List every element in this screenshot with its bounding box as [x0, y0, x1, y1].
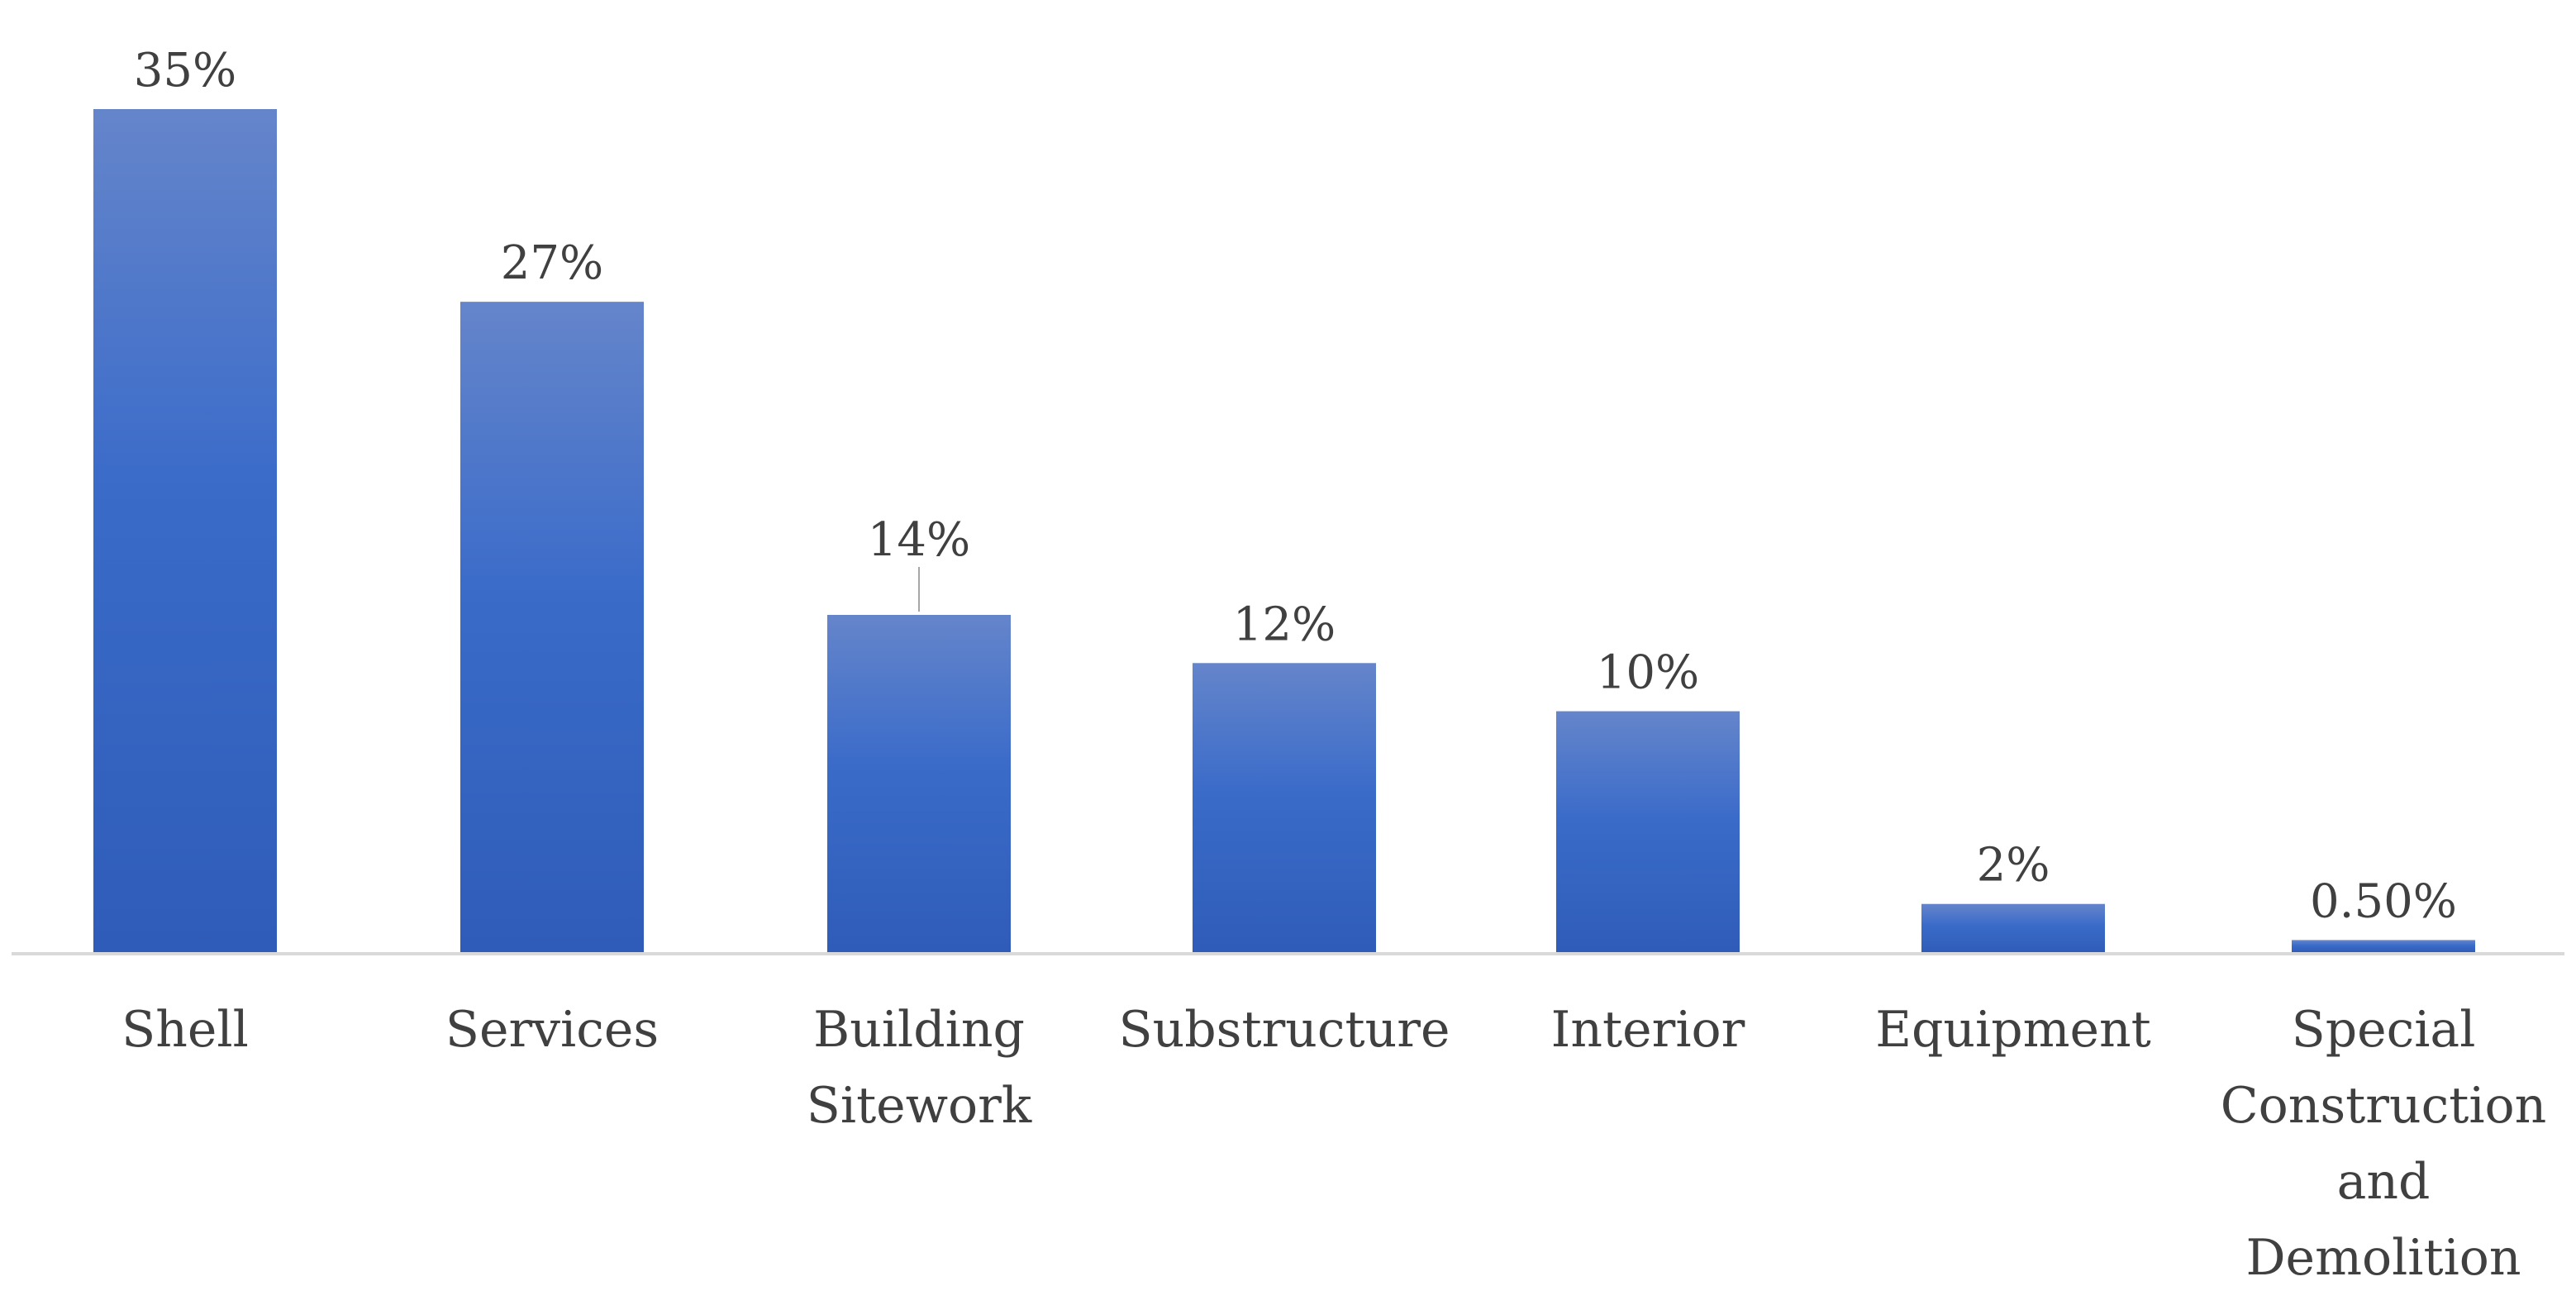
x-tick-label-line: and [2337, 1153, 2431, 1211]
x-tick-label-line: Equipment [1875, 1001, 2151, 1059]
x-tick-label-building-sitework: Building Sitework [807, 1001, 1032, 1135]
x-tick-label-line: Building [813, 1001, 1025, 1059]
data-label-services: 27% [501, 236, 603, 290]
data-label-special-construction-and-demolition: 0.50% [2310, 874, 2457, 928]
bar-special-construction-and-demolition [2292, 940, 2475, 952]
x-tick-label-line: Special [2292, 1001, 2476, 1059]
x-tick-label-line: Substructure [1119, 1001, 1450, 1059]
x-tick-labels-layer: Shell Services Building Sitework Substructur… [121, 1001, 2546, 1287]
bar-shell [93, 109, 277, 952]
data-label-substructure: 12% [1233, 598, 1336, 651]
bar-substructure [1193, 663, 1376, 952]
x-tick-label-line: Sitework [807, 1077, 1032, 1135]
x-tick-label-line: Interior [1551, 1001, 1745, 1059]
x-tick-label-special-construction-and-demolition: Special Construction and Demolition [2221, 1001, 2547, 1287]
bar-services [460, 302, 644, 953]
data-label-shell: 35% [134, 44, 236, 98]
bars-layer [93, 109, 2475, 953]
x-tick-label-substructure: Substructure [1119, 1001, 1450, 1059]
data-labels-layer: 35% 27% 14% 12% 10% 2% 0.50% [134, 44, 2457, 928]
x-tick-label-line: Shell [121, 1001, 249, 1059]
x-tick-label-interior: Interior [1551, 1001, 1745, 1059]
data-label-interior: 10% [1597, 646, 1699, 700]
x-tick-label-line: Demolition [2245, 1229, 2521, 1287]
data-label-equipment: 2% [1977, 839, 2050, 893]
bar-interior [1556, 711, 1740, 952]
bar-equipment [1921, 903, 2105, 952]
x-tick-label-line: Construction [2221, 1077, 2547, 1135]
data-label-building-sitework: 14% [868, 513, 970, 567]
bar-building-sitework [827, 615, 1011, 952]
x-tick-label-line: Services [445, 1001, 659, 1059]
x-tick-label-equipment: Equipment [1875, 1001, 2151, 1059]
x-tick-label-shell: Shell [121, 1001, 249, 1059]
x-tick-label-services: Services [445, 1001, 659, 1059]
